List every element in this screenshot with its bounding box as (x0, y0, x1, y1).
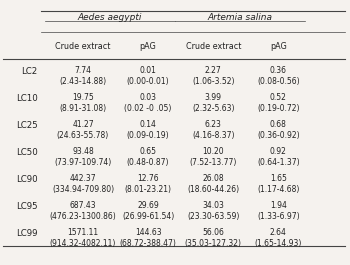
Text: 442.37
(334.94-709.80): 442.37 (334.94-709.80) (52, 174, 114, 194)
Text: pAG: pAG (270, 42, 287, 51)
Text: 144.63
(68.72-388.47): 144.63 (68.72-388.47) (120, 228, 176, 248)
Text: LC2: LC2 (22, 67, 38, 76)
Text: LC95: LC95 (16, 202, 38, 211)
Text: 1571.11
(914.32-4082.11): 1571.11 (914.32-4082.11) (50, 228, 116, 248)
Text: pAG: pAG (140, 42, 156, 51)
Text: Crude extract: Crude extract (186, 42, 241, 51)
Text: 1.94
(1.33-6.97): 1.94 (1.33-6.97) (257, 201, 300, 221)
Text: LC90: LC90 (16, 175, 38, 184)
Text: 19.75
(8.91-31.08): 19.75 (8.91-31.08) (60, 93, 106, 113)
Text: 93.48
(73.97-109.74): 93.48 (73.97-109.74) (54, 147, 112, 167)
Text: 6.23
(4.16-8.37): 6.23 (4.16-8.37) (192, 120, 234, 140)
Text: 2.27
(1.06-3.52): 2.27 (1.06-3.52) (192, 66, 234, 86)
Text: Aedes aegypti: Aedes aegypti (78, 13, 142, 22)
Text: 0.36
(0.08-0.56): 0.36 (0.08-0.56) (257, 66, 300, 86)
Text: 3.99
(2.32-5.63): 3.99 (2.32-5.63) (192, 93, 234, 113)
Text: 34.03
(23.30-63.59): 34.03 (23.30-63.59) (187, 201, 239, 221)
Text: 687.43
(476.23-1300.86): 687.43 (476.23-1300.86) (50, 201, 116, 221)
Text: 0.01
(0.00-0.01): 0.01 (0.00-0.01) (127, 66, 169, 86)
Text: 0.65
(0.48-0.87): 0.65 (0.48-0.87) (127, 147, 169, 167)
Text: LC10: LC10 (16, 94, 38, 103)
Text: 29.69
(26.99-61.54): 29.69 (26.99-61.54) (122, 201, 174, 221)
Text: LC99: LC99 (16, 229, 38, 238)
Text: 12.76
(8.01-23.21): 12.76 (8.01-23.21) (125, 174, 172, 194)
Text: Artemia salina: Artemia salina (208, 13, 273, 22)
Text: 26.08
(18.60-44.26): 26.08 (18.60-44.26) (187, 174, 239, 194)
Text: 7.74
(2.43-14.88): 7.74 (2.43-14.88) (60, 66, 106, 86)
Text: 41.27
(24.63-55.78): 41.27 (24.63-55.78) (57, 120, 109, 140)
Text: 56.06
(35.03-127.32): 56.06 (35.03-127.32) (185, 228, 242, 248)
Text: 10.20
(7.52-13.77): 10.20 (7.52-13.77) (189, 147, 237, 167)
Text: 0.52
(0.19-0.72): 0.52 (0.19-0.72) (257, 93, 300, 113)
Text: Crude extract: Crude extract (55, 42, 111, 51)
Text: 0.03
(0.02 -0 .05): 0.03 (0.02 -0 .05) (124, 93, 172, 113)
Text: LC50: LC50 (16, 148, 38, 157)
Text: 0.14
(0.09-0.19): 0.14 (0.09-0.19) (127, 120, 169, 140)
Text: 0.92
(0.64-1.37): 0.92 (0.64-1.37) (257, 147, 300, 167)
Text: 0.68
(0.36-0.92): 0.68 (0.36-0.92) (257, 120, 300, 140)
Text: 2.64
(1.65-14.93): 2.64 (1.65-14.93) (254, 228, 302, 248)
Text: 1.65
(1.17-4.68): 1.65 (1.17-4.68) (257, 174, 300, 194)
Text: LC25: LC25 (16, 121, 38, 130)
